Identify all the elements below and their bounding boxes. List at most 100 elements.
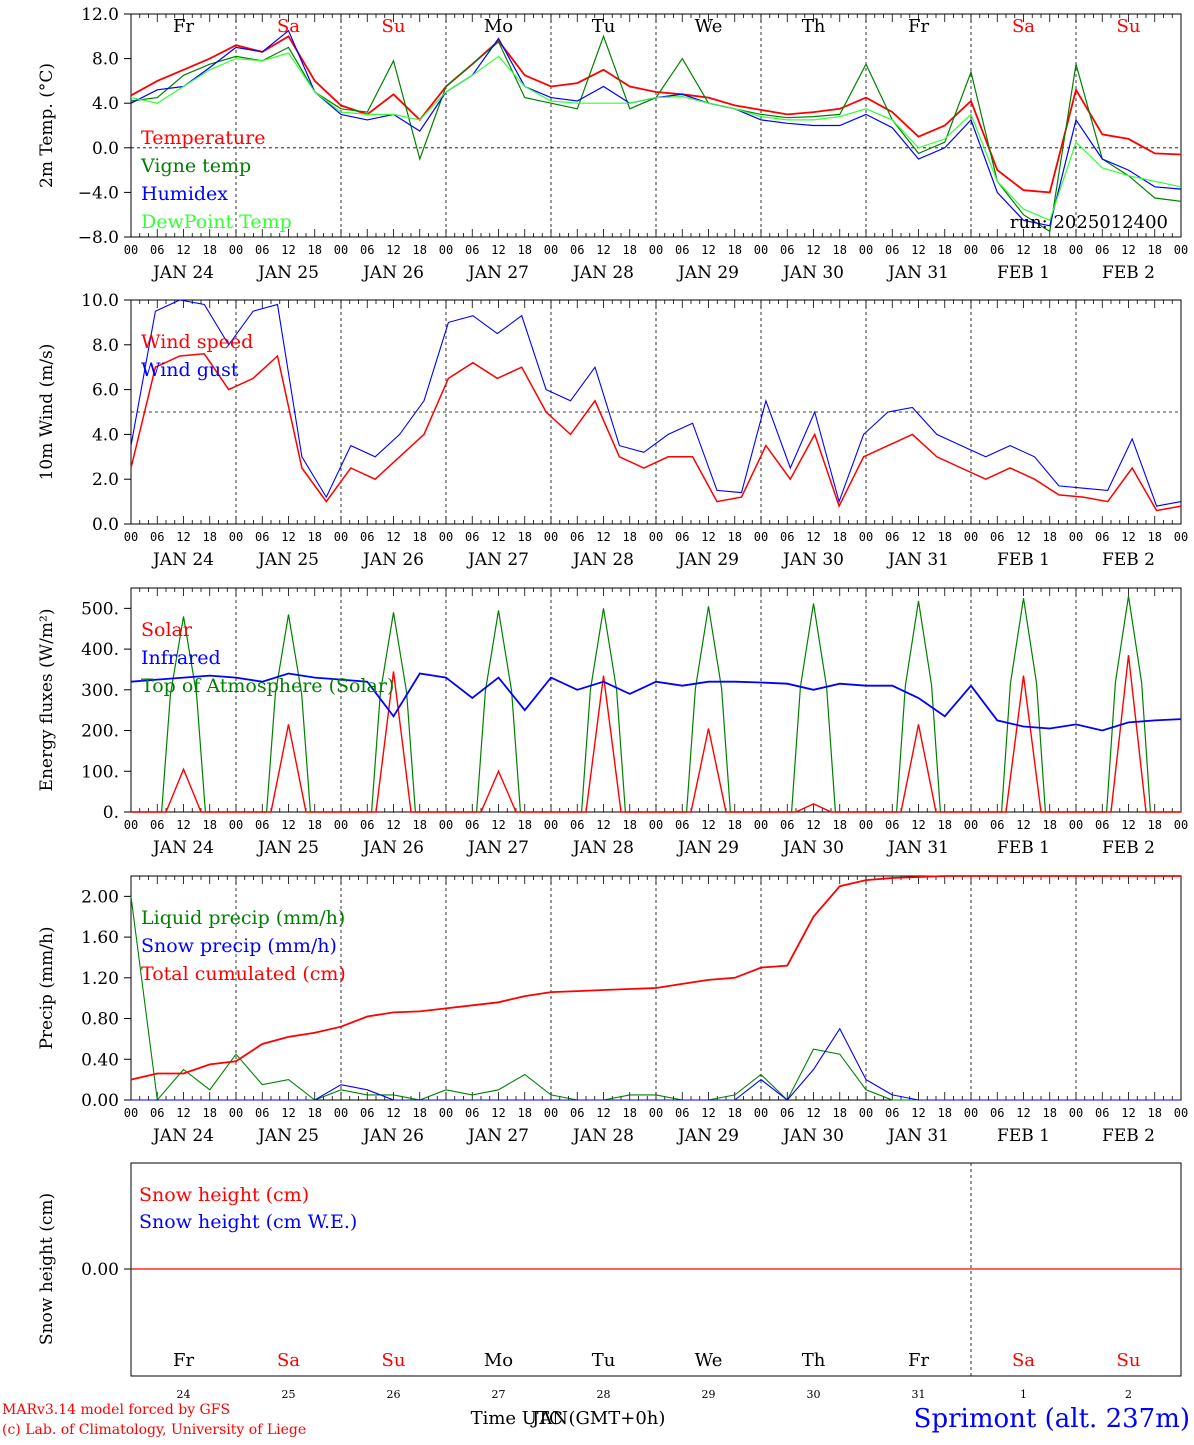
hour-tick-label: 12 xyxy=(1016,818,1030,832)
hour-tick-label: 06 xyxy=(885,818,899,832)
day-date-label: JAN 27 xyxy=(466,1126,529,1146)
hour-tick-label: 12 xyxy=(1121,243,1135,257)
series-line-wind-speed xyxy=(130,353,1182,512)
hour-tick-label: 00 xyxy=(124,818,138,832)
weekday-label: Su xyxy=(1117,16,1141,37)
hour-tick-label: 00 xyxy=(1069,530,1083,544)
hour-tick-label: 12 xyxy=(911,818,925,832)
legend-entry: Snow height (cm W.E.) xyxy=(139,1211,357,1233)
legend-entry: Vigne temp xyxy=(140,155,251,177)
hour-tick-label: 00 xyxy=(229,818,243,832)
hour-tick-label: 00 xyxy=(229,530,243,544)
hour-tick-label: 18 xyxy=(203,243,217,257)
legend-entry: Liquid precip (mm/h) xyxy=(141,907,345,929)
hour-tick-label: 00 xyxy=(439,818,453,832)
hour-tick-label: 00 xyxy=(649,530,663,544)
y-tick-label: 4.0 xyxy=(92,425,119,445)
hour-tick-label: 12 xyxy=(1016,243,1030,257)
day-date-label: FEB 2 xyxy=(1102,838,1155,858)
day-number-label: 2 xyxy=(1125,1388,1132,1401)
weekday-label: Su xyxy=(382,16,406,37)
hour-tick-label: 18 xyxy=(938,1106,952,1120)
day-date-label: JAN 27 xyxy=(466,263,529,283)
hour-tick-label: 18 xyxy=(833,243,847,257)
hour-tick-label: 00 xyxy=(1069,1106,1083,1120)
hour-tick-label: 06 xyxy=(885,243,899,257)
hour-tick-label: 12 xyxy=(1016,530,1030,544)
hour-tick-label: 00 xyxy=(964,1106,978,1120)
day-date-label: FEB 2 xyxy=(1102,263,1155,283)
hour-tick-label: 18 xyxy=(518,1106,532,1120)
weekday-label: Mo xyxy=(484,1350,513,1371)
day-date-label: JAN 30 xyxy=(781,1126,844,1146)
hour-tick-label: 12 xyxy=(806,243,820,257)
day-date-label: JAN 24 xyxy=(151,838,214,858)
hour-tick-label: 12 xyxy=(491,1106,505,1120)
hour-tick-label: 12 xyxy=(1121,530,1135,544)
day-number-label: 28 xyxy=(597,1388,611,1401)
y-tick-label: 10.0 xyxy=(81,291,119,311)
weekday-label: Th xyxy=(802,16,826,37)
hour-tick-label: 18 xyxy=(413,1106,427,1120)
hour-tick-label: 18 xyxy=(308,818,322,832)
hour-tick-label: 06 xyxy=(570,243,584,257)
y-axis-label: Energy fluxes (W/m²) xyxy=(37,609,57,792)
day-date-label: JAN 27 xyxy=(466,838,529,858)
hour-tick-label: 06 xyxy=(255,243,269,257)
hour-tick-label: 06 xyxy=(360,818,374,832)
hour-tick-label: 18 xyxy=(1148,243,1162,257)
hour-tick-label: 12 xyxy=(1121,818,1135,832)
hour-tick-label: 18 xyxy=(938,530,952,544)
legend-entry: Solar xyxy=(141,619,193,641)
hour-tick-label: 06 xyxy=(885,530,899,544)
y-tick-label: 400. xyxy=(81,640,119,660)
hour-tick-label: 00 xyxy=(754,1106,768,1120)
hour-tick-label: 12 xyxy=(701,1106,715,1120)
hour-tick-label: 06 xyxy=(570,818,584,832)
weekday-label: Sa xyxy=(277,1350,300,1371)
y-tick-label: 100. xyxy=(81,762,119,782)
hour-tick-label: 00 xyxy=(1069,243,1083,257)
day-date-label: JAN 30 xyxy=(781,263,844,283)
y-tick-label: 1.60 xyxy=(81,928,119,948)
y-tick-label: 4.0 xyxy=(92,94,119,114)
day-number-label: 24 xyxy=(177,1388,191,1401)
hour-tick-label: 00 xyxy=(754,530,768,544)
hour-tick-label: 18 xyxy=(1043,530,1057,544)
y-axis-label: Snow height (cm) xyxy=(37,1193,57,1345)
credit-line-2: (c) Lab. of Climatology, University of L… xyxy=(2,1422,306,1438)
day-date-label: JAN 27 xyxy=(466,550,529,570)
day-number-label: 29 xyxy=(702,1388,716,1401)
hour-tick-label: 00 xyxy=(229,243,243,257)
station-name: Sprimont (alt. 237m) xyxy=(914,1404,1190,1434)
hour-tick-label: 00 xyxy=(649,1106,663,1120)
hour-tick-label: 12 xyxy=(491,243,505,257)
hour-tick-label: 12 xyxy=(1016,1106,1030,1120)
day-date-label: JAN 31 xyxy=(886,838,949,858)
hour-tick-label: 06 xyxy=(780,1106,794,1120)
y-tick-label: 300. xyxy=(81,681,119,701)
hour-tick-label: 12 xyxy=(176,1106,190,1120)
day-date-label: FEB 1 xyxy=(997,550,1050,570)
weekday-label: Sa xyxy=(1012,16,1035,37)
day-number-label: 26 xyxy=(387,1388,401,1401)
weekday-label: We xyxy=(695,1350,723,1371)
hour-tick-label: 18 xyxy=(833,1106,847,1120)
weekday-label: Fr xyxy=(173,16,194,37)
hour-tick-label: 18 xyxy=(938,243,952,257)
hour-tick-label: 00 xyxy=(859,1106,873,1120)
hour-tick-label: 00 xyxy=(334,818,348,832)
hour-tick-label: 18 xyxy=(413,530,427,544)
hour-tick-label: 18 xyxy=(728,1106,742,1120)
x-axis-month-label: JAN xyxy=(530,1408,568,1429)
hour-tick-label: 00 xyxy=(334,243,348,257)
hour-tick-label: 00 xyxy=(544,1106,558,1120)
day-number-label: 31 xyxy=(912,1388,926,1401)
hour-tick-label: 00 xyxy=(754,818,768,832)
day-date-label: JAN 29 xyxy=(676,1126,739,1146)
day-number-label: 1 xyxy=(1020,1388,1027,1401)
hour-tick-label: 06 xyxy=(360,530,374,544)
hour-tick-label: 00 xyxy=(649,818,663,832)
